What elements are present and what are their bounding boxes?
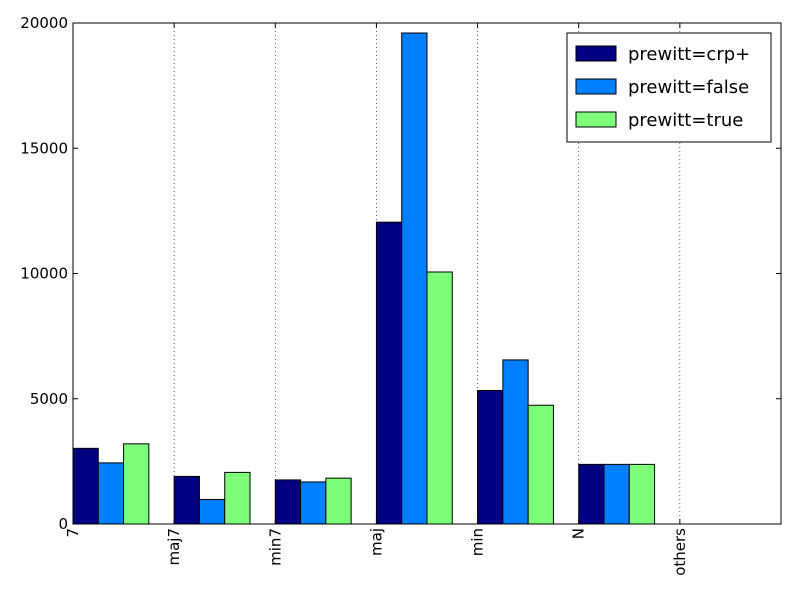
bar (628, 463, 656, 525)
bar (274, 479, 302, 525)
bar (426, 271, 453, 525)
x-tick-label: maj7 (165, 528, 183, 566)
legend-label: prewitt=false (628, 77, 749, 98)
bar (72, 447, 99, 525)
legend-label: prewitt=crp+ (628, 44, 750, 65)
bar (325, 477, 352, 525)
bar (173, 475, 200, 525)
x-tick-label: others (671, 528, 689, 576)
bar (198, 498, 226, 525)
bar (300, 481, 327, 525)
x-tick-label: N (570, 528, 588, 539)
y-tick-label: 5000 (30, 390, 68, 408)
y-tick-label: 0 (58, 515, 68, 533)
bar (401, 32, 428, 525)
bar (375, 221, 403, 525)
y-tick-label: 10000 (20, 265, 68, 283)
bar (502, 359, 529, 525)
legend-label: prewitt=true (628, 110, 743, 131)
bars (72, 32, 656, 525)
bar (527, 404, 554, 525)
legend-swatch (575, 45, 617, 62)
x-tick-label: min (469, 528, 487, 556)
y-tick-label: 20000 (20, 14, 68, 32)
bar (603, 463, 630, 525)
legend: prewitt=crp+ prewitt=false prewitt=true (566, 32, 772, 143)
x-tick-label: maj (367, 528, 385, 556)
x-tick-label: min7 (266, 528, 284, 566)
bar (224, 471, 251, 525)
y-tick-label: 15000 (20, 139, 68, 157)
bar (123, 443, 150, 525)
legend-swatch (575, 111, 617, 128)
bar (578, 463, 605, 525)
bar (477, 389, 504, 525)
legend-swatch (575, 78, 617, 95)
x-tick-label: 7 (64, 528, 82, 538)
bar (97, 462, 125, 525)
